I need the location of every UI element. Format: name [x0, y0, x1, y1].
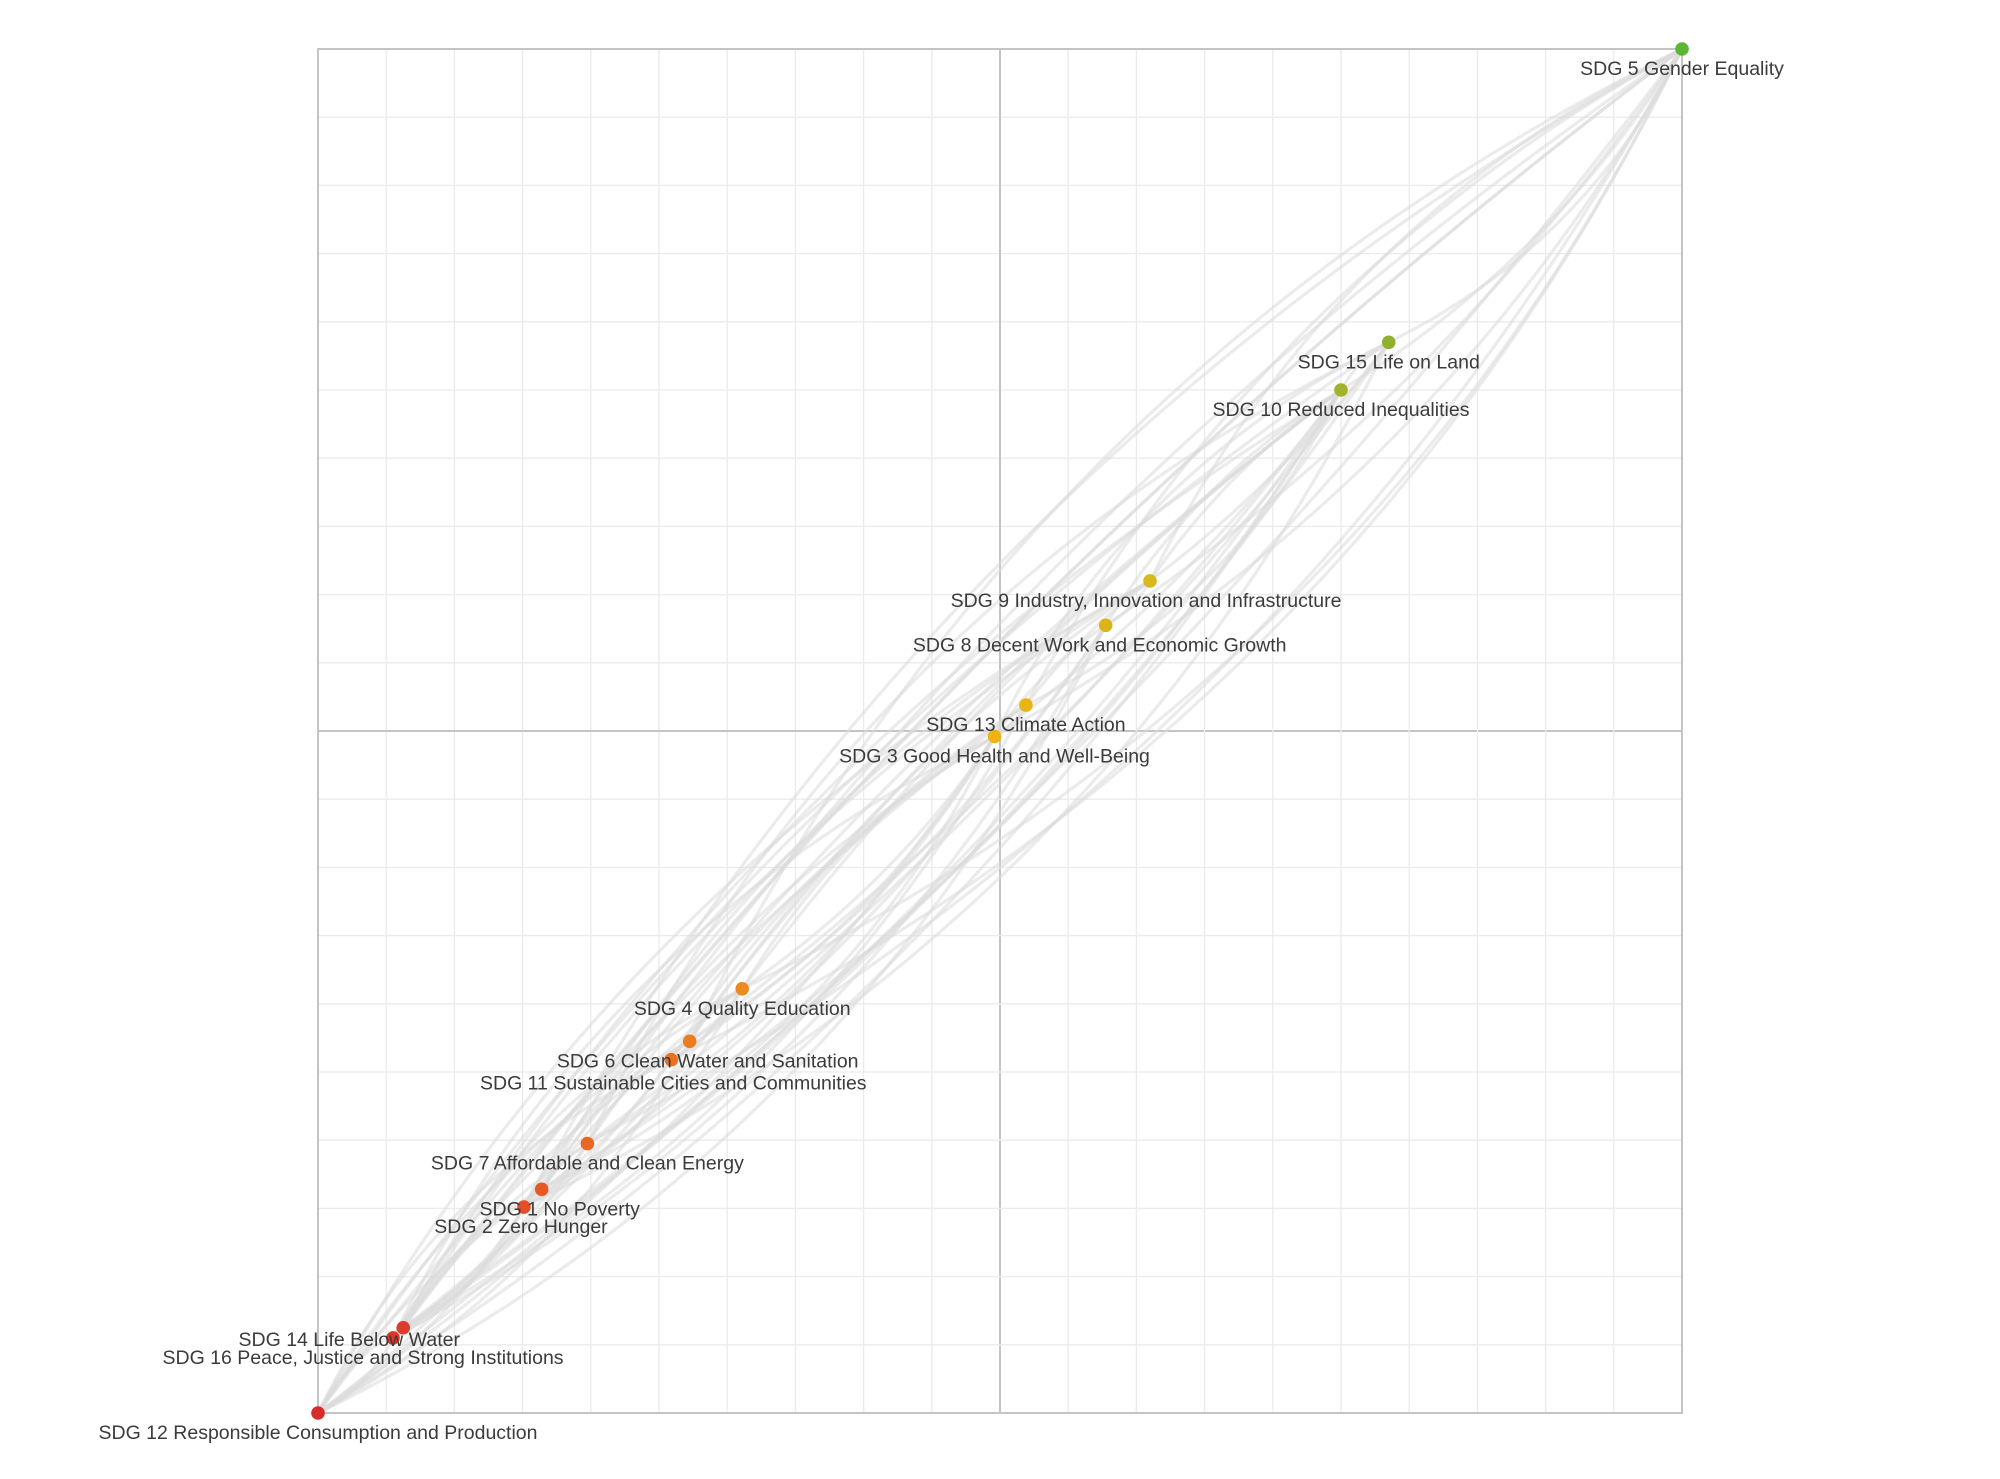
link-curve	[316, 388, 1343, 1415]
label-sdg15: SDG 15 Life on Land	[1298, 351, 1480, 373]
link-curve	[1104, 47, 1684, 627]
link-curve	[540, 734, 997, 1191]
link-curve	[585, 1039, 692, 1146]
nodes	[311, 42, 1689, 1420]
link-curve	[992, 388, 1343, 739]
link-curve	[316, 1336, 395, 1415]
link-curve	[316, 623, 1108, 1415]
label-sdg8: SDG 8 Decent Work and Economic Growth	[913, 634, 1287, 656]
link-curve	[585, 703, 1028, 1146]
label-sdg14: SDG 14 Life Below Water	[239, 1329, 461, 1351]
link-curve	[740, 703, 1028, 991]
label-sdg13: SDG 13 Climate Action	[926, 714, 1125, 736]
label-sdg11: SDG 11 Sustainable Cities and Communitie…	[480, 1073, 867, 1095]
node-sdg2[interactable]	[517, 1200, 531, 1214]
link-curve	[669, 987, 744, 1062]
link-curve	[688, 47, 1684, 1043]
label-sdg16: SDG 16 Peace, Justice and Strong Institu…	[162, 1347, 563, 1369]
label-sdg10: SDG 10 Reduced Inequalities	[1213, 399, 1470, 421]
link-curve	[740, 47, 1684, 991]
link-curve	[401, 1205, 526, 1330]
link-curve	[316, 579, 1152, 1415]
label-sdg9: SDG 9 Industry, Innovation and Infrastru…	[951, 590, 1342, 612]
link-curve	[688, 987, 744, 1043]
link-curve	[688, 734, 997, 1043]
label-sdg7: SDG 7 Affordable and Clean Energy	[431, 1153, 744, 1175]
link-curve	[585, 388, 1343, 1146]
link-curve	[1024, 579, 1152, 707]
node-sdg6[interactable]	[682, 1034, 697, 1049]
node-sdg14[interactable]	[396, 1320, 411, 1335]
node-sdg16[interactable]	[386, 1331, 400, 1345]
label-sdg4: SDG 4 Quality Education	[634, 998, 851, 1020]
label-sdg1: SDG 1 No Poverty	[480, 1198, 641, 1220]
link-curve	[1024, 47, 1684, 707]
link-curve	[401, 47, 1684, 1330]
node-sdg3[interactable]	[987, 729, 1002, 744]
link-curve	[688, 579, 1152, 1043]
link-curve	[391, 1205, 526, 1340]
link-curve	[401, 987, 744, 1330]
link-curve	[688, 340, 1391, 1043]
link-curve	[740, 734, 997, 991]
link-curve	[391, 734, 997, 1340]
link-curve	[1148, 47, 1684, 583]
link-curve	[669, 47, 1684, 1062]
node-sdg5[interactable]	[1675, 42, 1689, 56]
link-curve	[1148, 388, 1343, 583]
node-sdg13[interactable]	[1019, 698, 1033, 712]
link-curve	[391, 388, 1343, 1340]
plot-frame	[317, 48, 1683, 1414]
node-sdg15[interactable]	[1381, 335, 1396, 350]
label-sdg5: SDG 5 Gender Equality	[1580, 58, 1784, 80]
link-curve	[585, 340, 1391, 1146]
node-sdg10[interactable]	[1334, 383, 1348, 397]
label-sdg12: SDG 12 Responsible Consumption and Produ…	[98, 1422, 537, 1444]
label-sdg6: SDG 6 Clean Water and Sanitation	[557, 1050, 859, 1072]
link-curve	[540, 47, 1684, 1191]
link-curve	[992, 47, 1684, 739]
grid	[317, 48, 1683, 1414]
link-curve	[992, 623, 1108, 739]
link-curve	[1024, 388, 1343, 707]
link-curve	[316, 340, 1391, 1415]
link-curve	[401, 388, 1343, 1330]
node-sdg7[interactable]	[580, 1136, 595, 1151]
link-curve	[522, 340, 1391, 1209]
node-sdg4[interactable]	[735, 981, 750, 996]
link-curve	[1104, 388, 1343, 627]
node-sdg8[interactable]	[1098, 618, 1113, 633]
node-sdg1[interactable]	[534, 1182, 549, 1197]
link-curve	[540, 579, 1152, 1191]
label-sdg2: SDG 2 Zero Hunger	[434, 1216, 608, 1238]
link-curve	[522, 47, 1684, 1209]
node-sdg9[interactable]	[1143, 574, 1157, 588]
node-sdg11[interactable]	[664, 1052, 679, 1067]
link-curve	[585, 47, 1684, 1146]
node-labels: SDG 5 Gender Equality SDG 15 Life on Land…	[98, 58, 1784, 1444]
link-curve	[992, 340, 1391, 739]
link-curve	[740, 388, 1343, 991]
node-sdg12[interactable]	[311, 1406, 325, 1420]
link-curve	[1387, 47, 1684, 344]
link-curve	[1339, 47, 1684, 392]
label-sdg3: SDG 3 Good Health and Well-Being	[839, 745, 1150, 767]
